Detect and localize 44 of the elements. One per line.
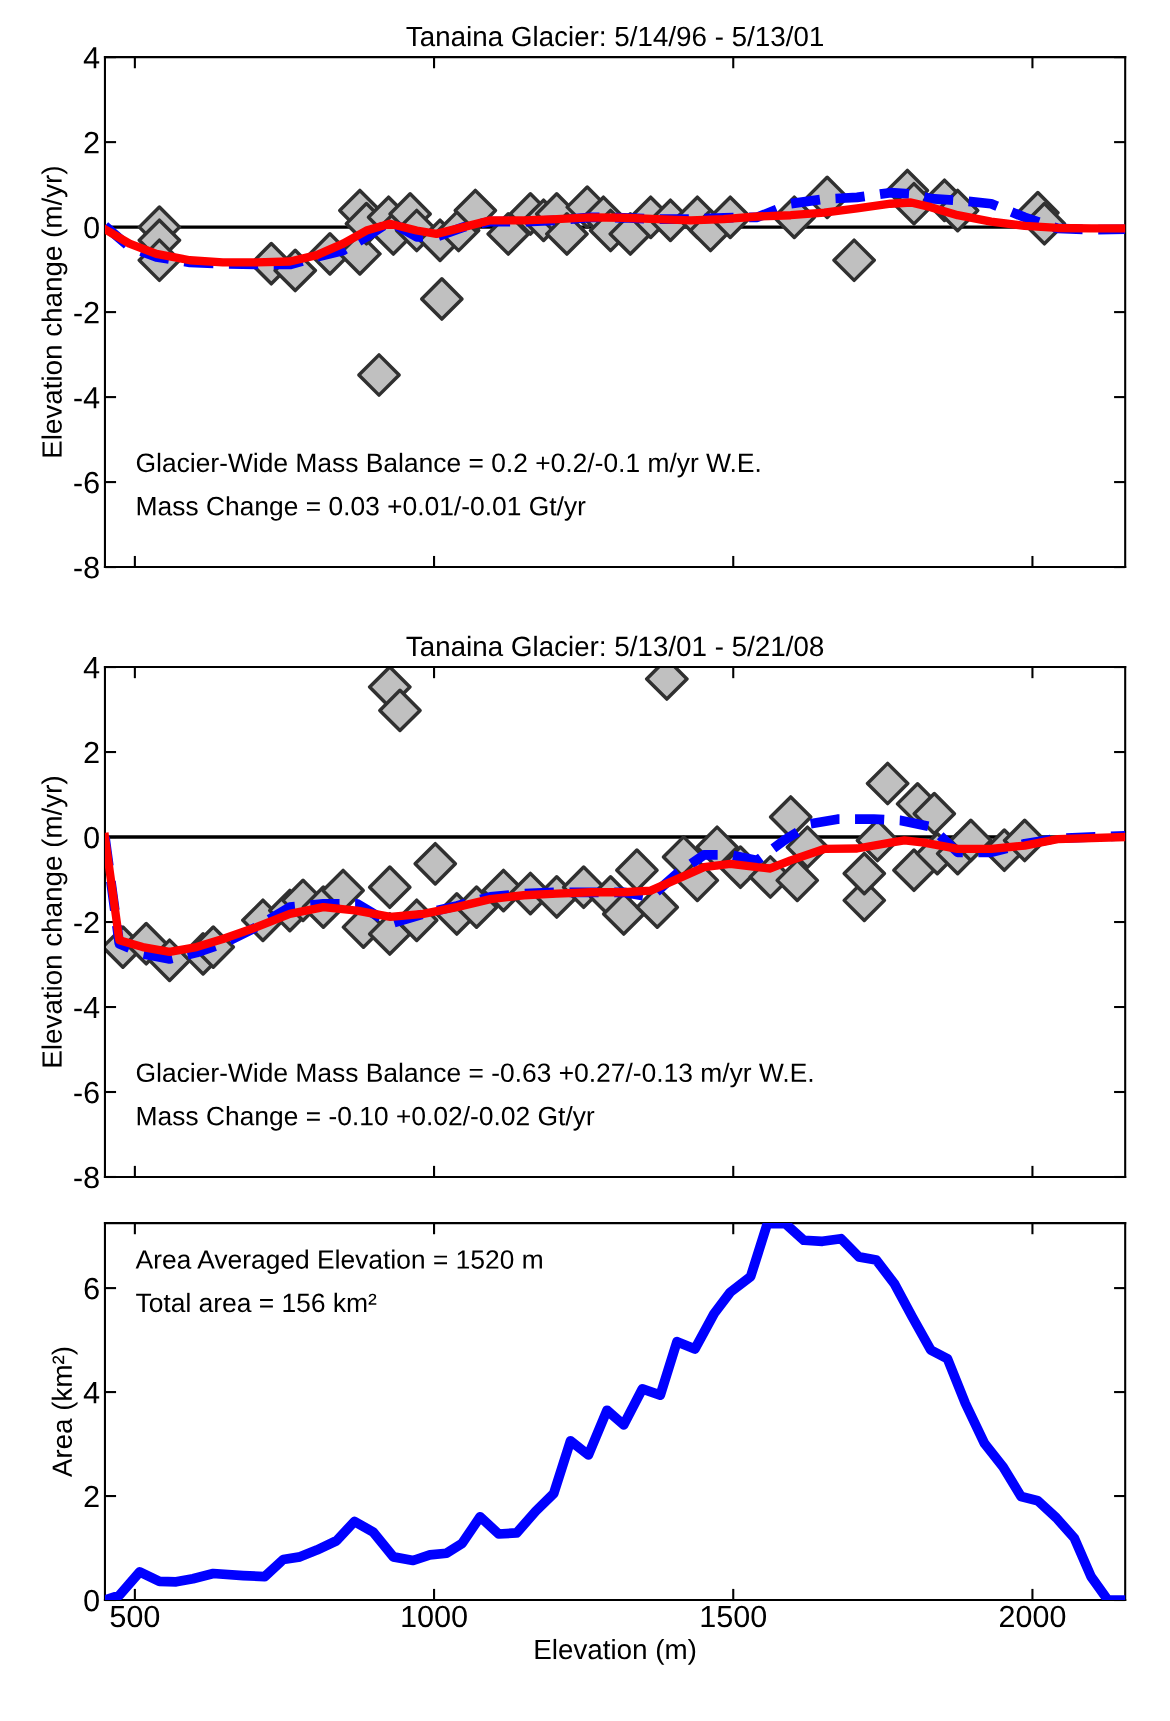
- annotation: Glacier-Wide Mass Balance = 0.2 +0.2/-0.1 m/yr W.E.: [136, 452, 760, 478]
- y-tick-label: 6: [84, 1277, 99, 1300]
- chart-title: Tanaina Glacier: 5/13/01 - 5/21/08: [406, 635, 824, 657]
- point: [842, 851, 887, 896]
- y-tick-label: 0: [84, 1589, 99, 1612]
- point: [865, 761, 910, 806]
- annotation: Mass Change = 0.03 +0.01/-0.01 Gt/yr: [137, 496, 586, 521]
- x-axis-title: Elevation (m): [535, 1638, 696, 1665]
- y-tick-label: -4: [74, 387, 100, 409]
- y-tick-label: -6: [74, 1081, 99, 1104]
- y-tick-label: -6: [74, 471, 99, 494]
- annotation: Glacier-Wide Mass Balance = -0.63 +0.27/-0.13 m/yr W.E.: [136, 1062, 813, 1088]
- y-tick-label: 2: [84, 131, 99, 154]
- y-tick-label: 0: [84, 826, 99, 849]
- point: [378, 688, 422, 733]
- point: [832, 238, 876, 283]
- point: [413, 841, 458, 886]
- chart-title: Tanaina Glacier: 5/14/96 - 5/13/01: [406, 25, 823, 47]
- y-tick-label: 4: [83, 47, 100, 69]
- x-tick-label: 1500: [701, 1605, 767, 1628]
- y-tick-label: 2: [84, 741, 99, 764]
- y-tick-label: 2: [84, 1485, 99, 1508]
- y-tick-label: 0: [84, 216, 99, 239]
- y-axis-title: Elevation change (m/yr): [41, 777, 68, 1067]
- y-axis-title: Area (km²): [51, 1347, 78, 1478]
- annotation: Area Averaged Elevation = 1520 m: [135, 1249, 542, 1275]
- point: [357, 353, 401, 397]
- y-tick-label: 4: [83, 1382, 100, 1404]
- annotation: Total area = 156 km²: [136, 1292, 377, 1313]
- y-axis-title: Elevation change (m/yr): [41, 167, 68, 457]
- x-tick-label: 2000: [999, 1605, 1066, 1628]
- y-tick-label: -2: [74, 301, 99, 324]
- point: [892, 848, 936, 893]
- point: [912, 791, 957, 836]
- y-tick-label: -8: [74, 1166, 99, 1189]
- x-tick-label: 1000: [402, 1605, 467, 1628]
- annotation: Mass Change = -0.10 +0.02/-0.02 Gt/yr: [137, 1106, 595, 1131]
- y-tick-label: -4: [74, 997, 100, 1019]
- y-tick-label: -8: [74, 556, 99, 579]
- y-tick-label: -2: [74, 911, 99, 934]
- point: [419, 277, 464, 321]
- x-tick-label: 500: [110, 1605, 160, 1628]
- y-tick-label: 4: [83, 657, 100, 679]
- point: [367, 865, 412, 910]
